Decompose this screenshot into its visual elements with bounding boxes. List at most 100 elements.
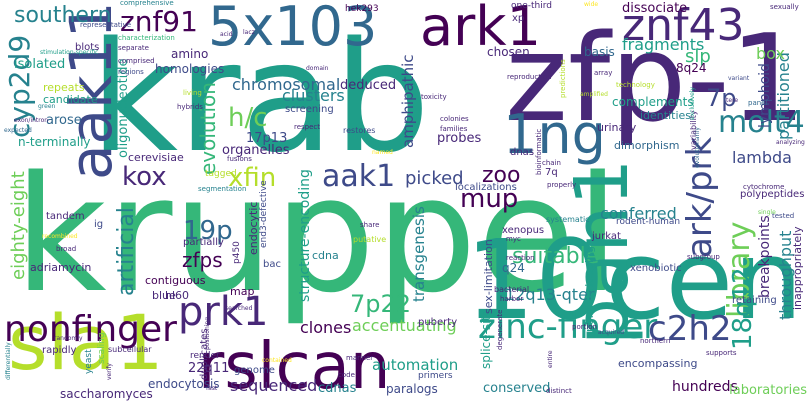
word-homologies: homologies (155, 62, 225, 76)
word-prk1: prk1 (178, 289, 269, 335)
word-end3-defective: end3-defective (259, 180, 269, 248)
word-exon-intron: exon/intron (14, 117, 49, 124)
word-p450: p450 (232, 241, 242, 264)
word-analyzing: analyzing (776, 139, 805, 146)
word-12q13-qter: 12q13-qter (505, 285, 595, 304)
word-nonfinger: nonfinger (4, 309, 177, 350)
word-partitioned: partitioned (774, 52, 793, 140)
word-rapidly: rapidly (42, 345, 77, 356)
word-accentuating: accentuating (352, 316, 457, 335)
word-nonoverlapping: nonoverlapping (583, 246, 596, 332)
word-endocytosis: endocytosis (148, 377, 220, 391)
word-cdnas: cdnas (318, 381, 357, 396)
word-xenopus: xenopus (502, 225, 545, 236)
word-blots: blots (75, 42, 100, 53)
word-putative: putative (353, 235, 387, 244)
word-distinct: distinct (546, 387, 572, 395)
word-paralogs: paralogs (386, 382, 438, 396)
word-lacz: lacz (243, 29, 255, 36)
word-amino: amino (171, 47, 209, 61)
word-representative: representative (80, 21, 132, 29)
word-encompassing: encompassing (618, 357, 698, 370)
word-zfps: zfps (182, 248, 223, 272)
word-chain: chain (542, 159, 561, 167)
word-laboratories: laboratories (729, 383, 807, 398)
word-southern: southern (14, 3, 112, 28)
word-lambda: lambda (732, 148, 792, 167)
word-chromosomal: chromosomal (232, 75, 341, 94)
word-candidate: candidate (43, 93, 98, 106)
word-technology: technology (616, 81, 655, 89)
word-genome: genome (234, 365, 275, 376)
word-domain: domain (306, 65, 329, 72)
word-regions: regions (118, 68, 144, 76)
word-wide: wide (584, 1, 599, 8)
word-1ng: 1ng (503, 103, 606, 166)
word-yeast: yeast (84, 349, 94, 374)
word-inappropriately: inappropriately (791, 226, 804, 310)
word-positioning: positioning (204, 316, 211, 350)
word-deduced: deduced (340, 78, 397, 93)
word-urinary: urinary (597, 121, 637, 134)
word-tere: tere (726, 97, 739, 104)
word-cerevisiae: cerevisiae (128, 151, 184, 164)
word-expected: expected (4, 127, 32, 134)
word-structure-encoding: structure-encoding (297, 169, 313, 302)
word-sla1: sla1 (8, 298, 164, 387)
word-7p: 7p (706, 84, 737, 112)
word-ark1: ark1 (420, 0, 541, 58)
word-sequenced: sequenced (230, 376, 318, 395)
word-cdna: cdna (312, 249, 339, 262)
word-kox: kox (122, 162, 167, 192)
word-acid: acid (220, 31, 233, 38)
word-zfp-1: zfp-1 (505, 10, 807, 149)
word-separate: separate (118, 44, 149, 52)
word-single: single (758, 209, 776, 216)
word-polypeptides: polypeptides (740, 189, 805, 200)
word-basis: basis (584, 45, 615, 59)
word-entire: entire (547, 350, 554, 368)
word-jurkat: jurkat (592, 231, 621, 242)
word-breakpoints: breakpoints (757, 215, 773, 298)
word-render: render (190, 351, 220, 361)
word-named: named (372, 149, 393, 156)
word-subcellular: subcellular (108, 345, 152, 354)
word-xenobiotic: xenobiotic (630, 263, 682, 274)
word-artificial: artificial (114, 207, 139, 296)
word-subgroup: subgroup (687, 253, 720, 261)
word-cytochrome: cytochrome (743, 183, 785, 191)
word-5x103: 5x103 (208, 0, 378, 58)
word-xfin: xfin (228, 163, 277, 193)
word-adriamycin: adriamycin (30, 261, 92, 274)
word-manner: manner (346, 354, 374, 362)
word-clusters: clusters (282, 86, 345, 105)
word-transgenesis: transgenesis (410, 206, 428, 302)
word-degenerate: degenerate (496, 309, 504, 350)
word-bac: bac (263, 259, 281, 270)
word-screening: screening (285, 104, 334, 115)
word-differentially: differentially (5, 342, 12, 380)
word-19p: 19p (183, 216, 233, 246)
word-conferred: conferred (600, 204, 677, 223)
word-bioinformatic: bioinformatic (535, 128, 543, 175)
word-amplified: amplified (580, 91, 608, 98)
word-supports: supports (706, 349, 737, 357)
word-systematic: systematic (546, 215, 590, 224)
word-clones: clones (300, 318, 352, 337)
word-hl60: hl60 (165, 289, 190, 302)
word-scaling: scaling (97, 332, 107, 364)
word-kruppel: kruppel (14, 141, 620, 328)
word-repeats: repeats (43, 81, 85, 94)
word-c2h2: c2h2 (648, 309, 732, 349)
word-searched: searched (225, 305, 253, 312)
word-h-c: h/c (228, 103, 268, 133)
word-bacterial: bacterial (494, 285, 530, 294)
word-partially: partially (183, 237, 224, 248)
word-verify: verify (106, 363, 113, 380)
word-box: box (756, 44, 785, 63)
word-stimulation-specific: stimulation-specific (40, 49, 99, 56)
word-tandem: tandem (46, 211, 85, 222)
word-green: green (38, 103, 56, 110)
word-znf91: znf91 (120, 5, 198, 38)
